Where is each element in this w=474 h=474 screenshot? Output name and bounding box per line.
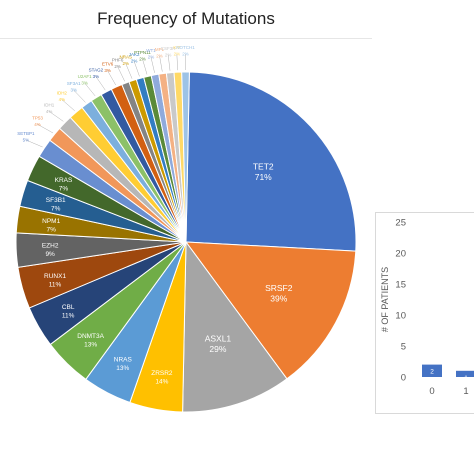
slice-gene-label: NPM1 — [42, 218, 60, 225]
slice-gene-label: SF3A1 — [67, 81, 81, 86]
pie-slice-notch1 — [181, 71, 190, 243]
slice-percent-label: 2% — [174, 52, 181, 57]
title-divider — [0, 38, 372, 39]
y-tick-label: 25 — [395, 218, 406, 229]
leader-line — [95, 76, 106, 91]
slice-percent-label: 9% — [45, 251, 55, 258]
pie-slice-srsf2 — [184, 241, 357, 380]
y-tick-label: 5 — [401, 342, 406, 353]
x-tick-label: 0 — [429, 386, 434, 397]
slice-gene-label: SF3B1 — [46, 197, 66, 204]
slice-percent-label: 2% — [131, 59, 138, 64]
slice-gene-label: U2AF1 — [78, 74, 93, 79]
slice-percent-label: 11% — [49, 281, 62, 288]
slice-gene-label: KRAS — [55, 177, 73, 184]
leader-line — [84, 82, 96, 97]
slice-gene-label: KIT — [173, 45, 180, 50]
slice-gene-label: CBL — [62, 304, 75, 311]
leader-line — [142, 58, 148, 75]
slice-percent-label: 3% — [81, 80, 88, 85]
slice-percent-label: 7% — [59, 185, 69, 192]
leader-line — [61, 99, 75, 111]
slice-percent-label: 71% — [255, 172, 272, 182]
slice-percent-label: 3% — [93, 74, 100, 79]
slice-percent-label: 29% — [209, 344, 226, 354]
x-tick-label: 1 — [463, 386, 468, 397]
slice-percent-label: 14% — [155, 378, 168, 385]
slice-gene-label: RUNX1 — [44, 273, 66, 280]
slice-gene-label: IDH1 — [44, 102, 55, 107]
slice-gene-label: ASXL1 — [205, 333, 232, 343]
slice-percent-label: 2% — [182, 52, 189, 57]
slice-gene-label: PTPN11 — [134, 50, 151, 55]
leader-line — [167, 54, 171, 71]
slice-gene-label: MPL — [155, 47, 165, 52]
slice-gene-label: EZH2 — [42, 242, 59, 249]
leader-line — [133, 61, 140, 77]
slice-gene-label: TET2 — [253, 161, 274, 171]
slice-gene-label: CSF3R — [161, 46, 177, 51]
slice-gene-label: NRAS — [114, 356, 133, 363]
slice-gene-label: DNMT3A — [77, 333, 104, 340]
slice-gene-label: SRSF2 — [265, 283, 293, 293]
slice-percent-label: 7% — [51, 205, 61, 212]
slice-percent-label: 2% — [148, 55, 155, 60]
slice-gene-label: ETV6 — [102, 62, 114, 67]
slice-gene-label: PHF6 — [112, 58, 124, 63]
leader-line — [125, 63, 133, 79]
slice-percent-label: 3% — [104, 68, 111, 73]
leader-line — [37, 124, 54, 134]
slice-percent-label: 2% — [139, 56, 146, 61]
y-tick-label: 20 — [395, 249, 406, 260]
slice-percent-label: 2% — [114, 64, 121, 69]
pie-slice-asxl1 — [182, 240, 288, 413]
slice-gene-label: ZRSR2 — [151, 370, 173, 377]
leader-line — [25, 139, 43, 148]
leader-line — [48, 111, 64, 122]
bar-data-label: 2 — [430, 369, 434, 376]
chart-title: Frequency of Mutations — [97, 9, 275, 28]
slice-percent-label: 2% — [165, 52, 172, 57]
pie-slice-tet2 — [185, 71, 357, 252]
y-tick-label: 15 — [395, 280, 406, 291]
slice-gene-label: SETBP1 — [17, 131, 35, 136]
slice-percent-label: 2% — [123, 61, 130, 66]
slice-gene-label: STAG2 — [89, 67, 104, 72]
slice-percent-label: 4% — [46, 109, 53, 114]
leader-line — [117, 66, 125, 82]
y-tick-label: 10 — [395, 311, 406, 322]
pie-chart-panel: Frequency of Mutations TET2 71% SRSF2 39% AS… — [0, 9, 372, 413]
leader-line — [176, 54, 179, 71]
slice-percent-label: 5% — [23, 137, 30, 142]
y-tick-label: 0 — [401, 373, 406, 384]
slice-percent-label: 13% — [116, 365, 129, 372]
leader-line — [107, 70, 116, 86]
y-axis-title: # OF PATIENTS — [380, 267, 390, 332]
bar — [456, 370, 474, 377]
slice-gene-label: NOTCH1 — [176, 45, 195, 50]
slice-gene-label: WT1 — [146, 48, 156, 53]
slice-gene-label: IDH2 — [57, 91, 68, 96]
slice-percent-label: 39% — [270, 294, 287, 304]
slice-percent-label: 13% — [84, 341, 97, 348]
slice-percent-label: 7% — [46, 226, 56, 233]
leader-line — [159, 55, 163, 72]
leader-line — [73, 90, 86, 103]
slice-gene-label: JAK2 — [129, 52, 140, 57]
slice-gene-label: TP53 — [32, 115, 43, 120]
bar-data-label: 1 — [464, 375, 468, 382]
slice-percent-label: 11% — [62, 312, 75, 319]
slice-percent-label: 4% — [34, 122, 41, 127]
slice-gene-label: NRAS — [120, 55, 133, 60]
slice-percent-label: 3% — [71, 88, 78, 93]
slice-percent-label: 2% — [156, 53, 163, 58]
bar — [422, 364, 442, 377]
slice-percent-label: 4% — [59, 97, 66, 102]
leader-line — [150, 57, 155, 73]
pie-chart: TET271%SRSF239%ASXL129%ZRSR214%NRAS13%DN… — [15, 45, 357, 413]
bar-chart-panel: 0 5 10 15 20 25 # OF PATIENTS 2 0 1 1 — [375, 212, 474, 414]
